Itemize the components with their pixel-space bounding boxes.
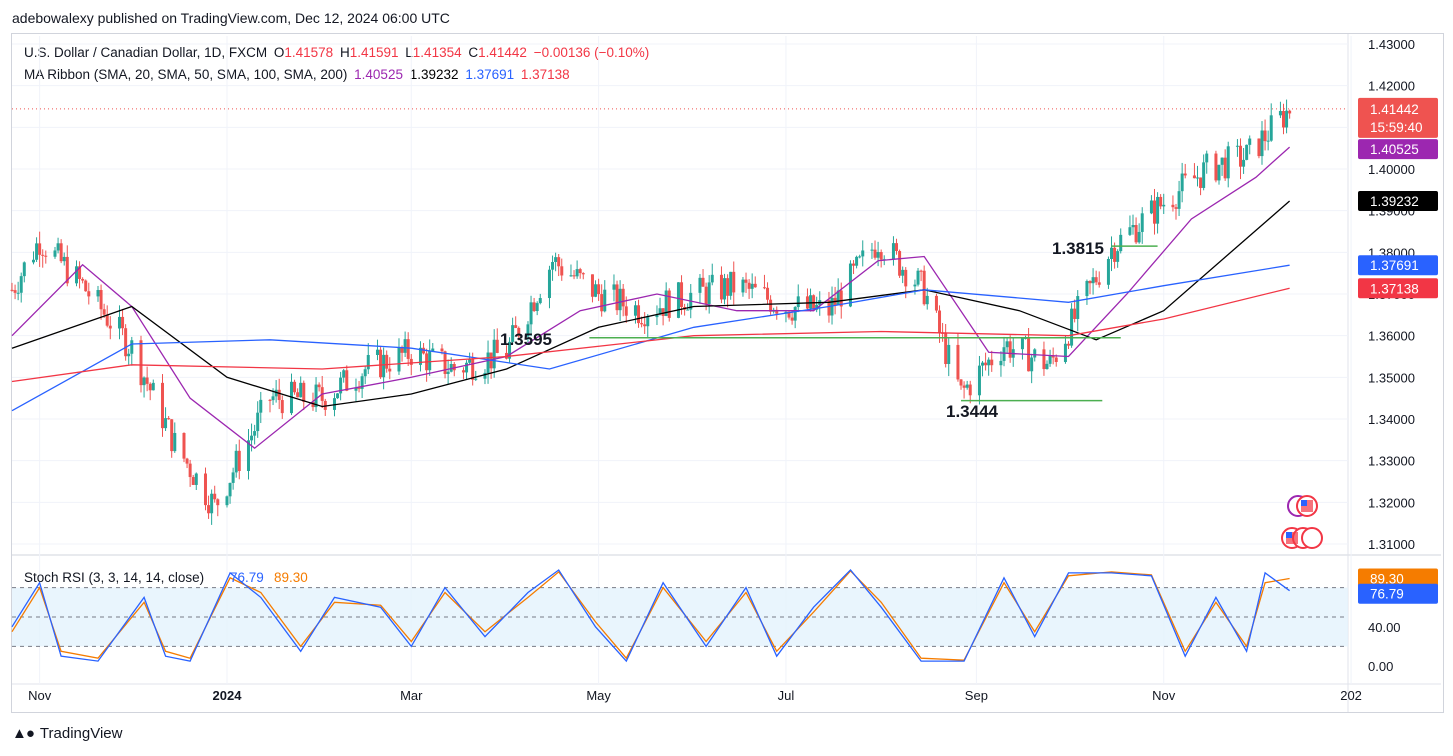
high-value: 1.41591 [349, 45, 399, 60]
ma-ribbon-legend: MA Ribbon (SMA, 20, SMA, 50, SMA, 100, S… [24, 67, 573, 82]
ma50-value: 1.39232 [409, 67, 459, 82]
high-label: H [339, 45, 350, 60]
tradingview-logo-icon: ▲● [12, 725, 35, 742]
ma100-value: 1.37691 [465, 67, 515, 82]
tradingview-logo[interactable]: ▲● TradingView [12, 725, 122, 742]
chart-frame [11, 33, 1444, 713]
close-value: 1.41442 [478, 45, 527, 60]
symbol-title: U.S. Dollar / Canadian Dollar, 1D, FXCM [24, 45, 268, 60]
tradingview-brand: TradingView [39, 725, 123, 742]
low-value: 1.41354 [412, 45, 462, 60]
ma20-value: 1.40525 [354, 67, 403, 82]
low-label: L [405, 45, 413, 60]
open-value: 1.41578 [284, 45, 334, 60]
ma200-value: 1.37138 [520, 67, 570, 82]
ma-ribbon-label: MA Ribbon (SMA, 20, SMA, 50, SMA, 100, S… [24, 67, 348, 82]
open-label: O [273, 45, 285, 60]
change-value: −0.00136 (−0.10%) [533, 45, 650, 60]
symbol-legend: U.S. Dollar / Canadian Dollar, 1D, FXCM … [24, 45, 652, 60]
publisher-line: adebowalexy published on TradingView.com… [12, 10, 450, 26]
close-label: C [468, 45, 479, 60]
